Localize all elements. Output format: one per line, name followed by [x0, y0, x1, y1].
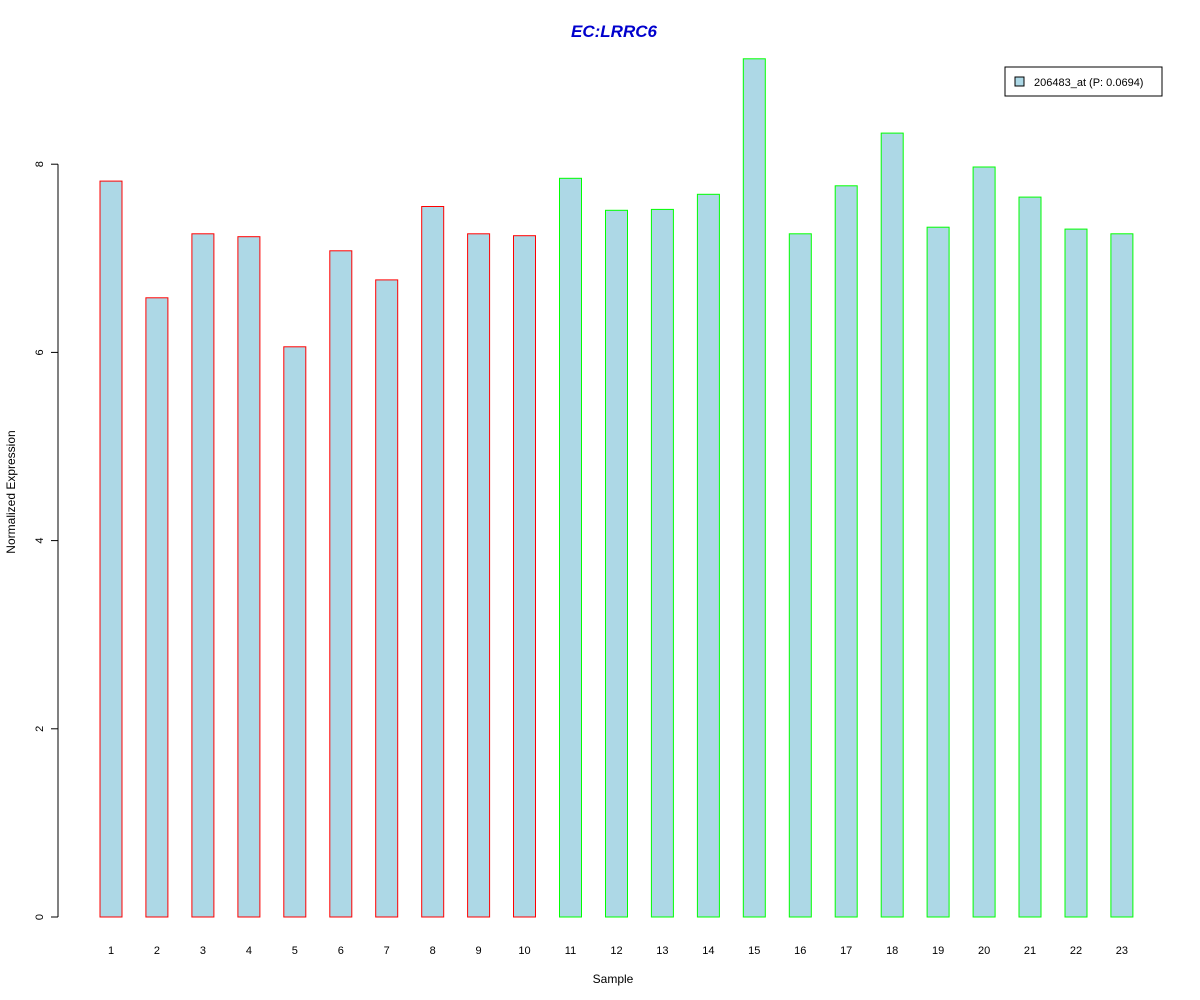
y-axis-label: Normalized Expression: [4, 430, 18, 553]
bar-sample-2: [145, 297, 169, 918]
bar-sample-6: [329, 250, 353, 918]
bar-sample-21: [1018, 196, 1042, 918]
bar-sample-7: [375, 279, 399, 918]
x-tick-label: 5: [292, 945, 298, 957]
bar-sample-8: [421, 206, 445, 918]
bar-sample-3: [191, 233, 215, 918]
bar-sample-13: [650, 208, 674, 918]
bar-sample-15: [742, 58, 766, 918]
x-tick-label: 4: [246, 945, 252, 957]
x-tick-label: 18: [886, 945, 898, 957]
bars-group: [99, 58, 1134, 918]
x-tick-label: 1: [108, 945, 114, 957]
bar-sample-18: [880, 132, 904, 918]
x-axis-label: Sample: [593, 972, 634, 986]
x-tick-label: 3: [200, 945, 206, 957]
x-tick-label: 9: [476, 945, 482, 957]
y-tick-label: 6: [34, 349, 46, 355]
x-tick-label: 6: [338, 945, 344, 957]
x-tick-label: 16: [794, 945, 806, 957]
bar-sample-5: [283, 346, 307, 918]
bar-sample-9: [467, 233, 491, 918]
bar-sample-11: [559, 177, 582, 918]
legend-label: 206483_at (P: 0.0694): [1034, 77, 1143, 89]
x-tick-label: 2: [154, 945, 160, 957]
bar-sample-4: [237, 236, 261, 918]
bar-sample-12: [605, 209, 628, 918]
bar-sample-10: [513, 235, 536, 918]
x-tick-label: 15: [748, 945, 760, 957]
x-tick-label: 17: [840, 945, 852, 957]
x-tick-label: 20: [978, 945, 990, 957]
bar-sample-16: [788, 233, 812, 918]
x-tick-label: 19: [932, 945, 944, 957]
x-tick-label: 22: [1070, 945, 1082, 957]
legend-swatch: [1014, 76, 1025, 87]
bar-sample-22: [1064, 228, 1088, 918]
chart-title: EC:LRRC6: [571, 22, 657, 41]
y-tick-label: 4: [34, 538, 46, 544]
bar-sample-14: [696, 193, 720, 918]
bar-sample-1: [99, 180, 123, 918]
x-tick-label: 10: [518, 945, 530, 957]
y-tick-label: 8: [34, 161, 46, 167]
x-tick-label: 8: [430, 945, 436, 957]
x-tick-label: 11: [565, 945, 576, 957]
x-tick-label: 21: [1024, 945, 1036, 957]
bar-sample-17: [834, 185, 858, 918]
x-tick-label: 13: [656, 945, 668, 957]
legend-box: [1004, 66, 1163, 97]
bar-sample-19: [926, 226, 950, 918]
y-tick-label: 0: [34, 914, 46, 920]
legend: 206483_at (P: 0.0694): [1004, 66, 1163, 97]
x-tick-label: 23: [1116, 945, 1128, 957]
x-tick-label: 12: [610, 945, 622, 957]
bar-sample-20: [972, 166, 996, 918]
y-tick-label: 2: [34, 726, 46, 732]
x-tick-label: 14: [702, 945, 714, 957]
x-tick-labels: 1 2 3 4 5 6 7 8 9 10 11 12 13 14 15 16 17 18 19 20 21 22 23: [108, 945, 1128, 957]
bar-sample-23: [1110, 233, 1134, 918]
y-axis: 0 2 4 6 8: [34, 161, 59, 920]
x-tick-label: 7: [384, 945, 390, 957]
